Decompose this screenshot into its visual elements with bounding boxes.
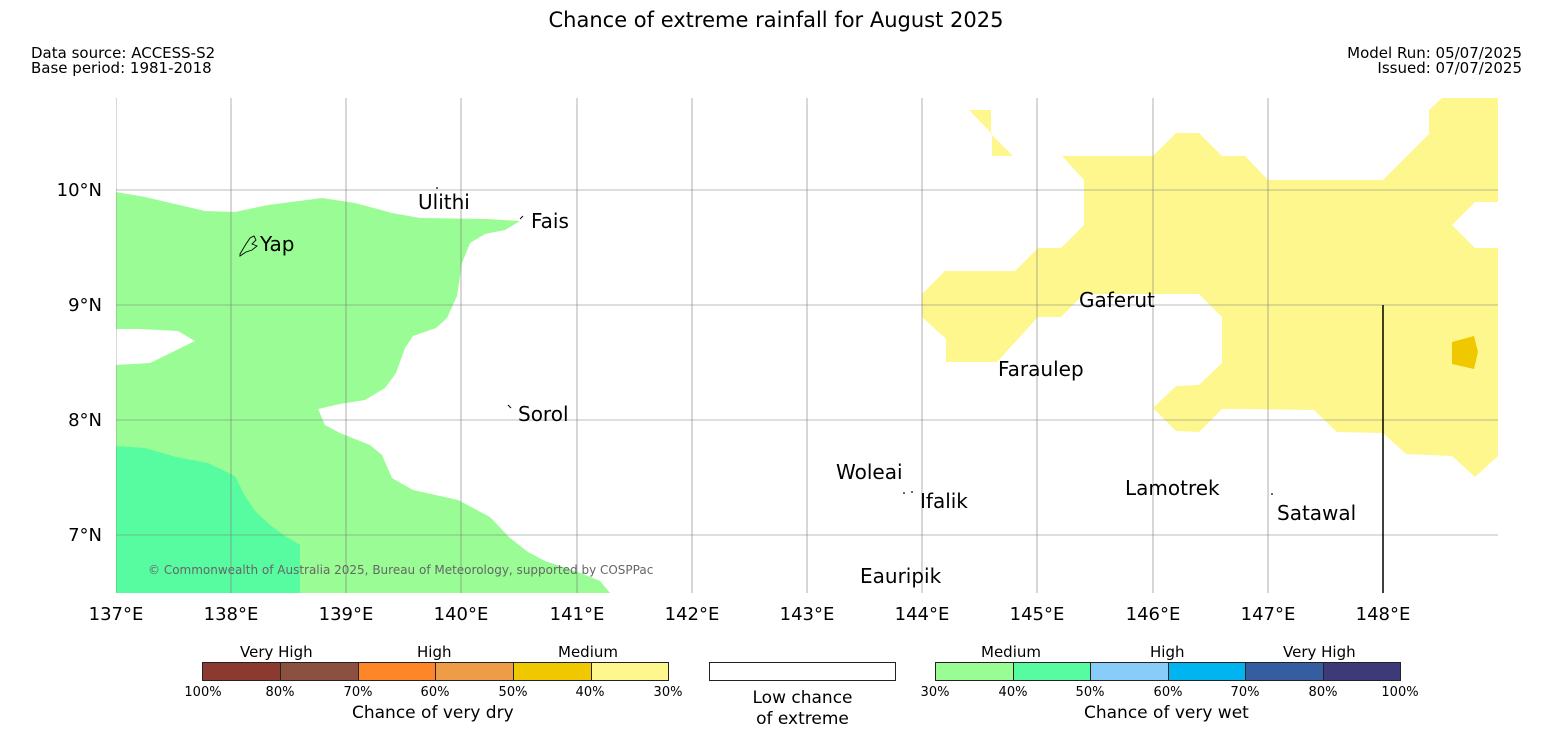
legend-dry-caption: Chance of very dry [352,703,514,723]
legend-dry-swatch-4 [435,662,513,681]
legend-wet-swatch-2 [1013,662,1090,681]
legend-wet-tick-80: 80% [1308,685,1338,700]
lon-label-148e: 148°E [1356,604,1411,625]
legend-wet-cat-medium: Medium [981,643,1041,661]
legend-dry-swatch-3 [358,662,435,681]
lon-label-143e: 143°E [780,604,835,625]
place-label-gaferut: Gaferut [1079,288,1155,312]
place-label-eauripik: Eauripik [860,564,942,588]
legend-wet-tick-60: 60% [1153,685,1183,700]
legend-dry-tick-60: 60% [420,685,450,700]
place-label-satawal: Satawal [1277,501,1356,525]
legend-wet-swatch-5 [1245,662,1323,681]
legend-dry-tick-70: 70% [343,685,373,700]
lon-label-147e: 147°E [1241,604,1296,625]
place-label-ifalik: Ifalik [920,489,968,513]
legend-wet-swatch-1 [935,662,1013,681]
longitude-labels: 137°E 138°E 139°E 140°E 141°E 142°E 143°… [89,604,1411,625]
legend-wet-tick-50: 50% [1075,685,1105,700]
fais-island-mark [519,215,524,220]
dry-medium-high-region [1452,336,1478,369]
lon-label-138e: 138°E [204,604,259,625]
lat-label-9n: 9°N [68,295,102,316]
legend-dry-cat-medium: Medium [558,643,618,661]
dry-medium-region [922,98,1498,477]
satawal-island-dot [1271,493,1273,495]
legend-wet-tick-70: 70% [1230,685,1260,700]
ifalik-island-dot [911,491,913,493]
issued-date-text: Issued: 07/07/2025 [1377,59,1522,77]
map-title: Chance of extreme rainfall for August 20… [548,8,1004,32]
legend-low-caption-line2: of extreme [756,709,849,729]
lon-label-141e: 141°E [550,604,605,625]
legend-dry-cat-very-high: Very High [240,643,313,661]
lat-label-7n: 7°N [68,525,102,546]
wet-medium-high-region [116,446,300,593]
place-label-yap: Yap [259,232,294,256]
legend-wet-tick-30: 30% [920,685,950,700]
legend-dry-swatch-1 [202,662,280,681]
dry-medium-region-small [969,110,1013,156]
legend-wet-swatch-6 [1323,662,1401,681]
place-label-faraulep: Faraulep [998,357,1084,381]
lon-label-142e: 142°E [665,604,720,625]
ulithi-island-dot [436,187,438,189]
legend-wet-swatch-3 [1090,662,1168,681]
lat-label-10n: 10°N [57,180,102,201]
legend-wet-tick-100: 100% [1381,685,1419,700]
legend-wet-tick-40: 40% [998,685,1028,700]
legend-dry-tick-30: 30% [653,685,683,700]
legend-dry-swatch-6 [591,662,669,681]
place-label-fais: Fais [531,209,569,233]
legend-dry-swatch-5 [513,662,591,681]
lon-label-144e: 144°E [895,604,950,625]
lon-label-146e: 146°E [1126,604,1181,625]
sorol-island-mark [507,404,512,409]
woleai-island-dot [903,492,905,494]
place-label-sorol: Sorol [518,402,569,426]
place-label-lamotrek: Lamotrek [1125,476,1220,500]
place-label-ulithi: Ulithi [418,190,470,214]
legend-low-caption-line1: Low chance [752,688,853,708]
legend-dry-cat-high: High [417,643,452,661]
lon-label-139e: 139°E [319,604,374,625]
latitude-labels: 10°N 9°N 8°N 7°N [57,180,102,546]
rainfall-map: Ulithi Fais Yap Gaferut Faraulep Sorol W… [57,98,1498,625]
legend-dry-tick-80: 80% [265,685,295,700]
place-label-woleai: Woleai [836,460,903,484]
legend-wet-cat-very-high: Very High [1283,643,1356,661]
lon-label-140e: 140°E [434,604,489,625]
yap-island-shape [239,235,258,257]
base-period-text: Base period: 1981-2018 [31,59,212,77]
legend-low-swatch [709,662,896,681]
lon-label-145e: 145°E [1010,604,1065,625]
legend-dry-swatch-2 [280,662,358,681]
legend-wet-caption: Chance of very wet [1084,703,1249,723]
legend-dry-tick-100: 100% [184,685,222,700]
legend-wet-cat-high: High [1150,643,1185,661]
legend-dry-tick-40: 40% [575,685,605,700]
legend-dry-tick-50: 50% [498,685,528,700]
legend-wet-swatch-4 [1168,662,1245,681]
lon-label-137e: 137°E [89,604,144,625]
copyright-text: © Commonwealth of Australia 2025, Bureau… [148,563,653,577]
lat-label-8n: 8°N [68,410,102,431]
data-source-text: Data source: ACCESS-S2 [31,44,216,62]
model-run-text: Model Run: 05/07/2025 [1347,44,1522,62]
map-area: Ulithi Fais Yap Gaferut Faraulep Sorol W… [116,98,1498,593]
map-graticule [116,98,1498,593]
